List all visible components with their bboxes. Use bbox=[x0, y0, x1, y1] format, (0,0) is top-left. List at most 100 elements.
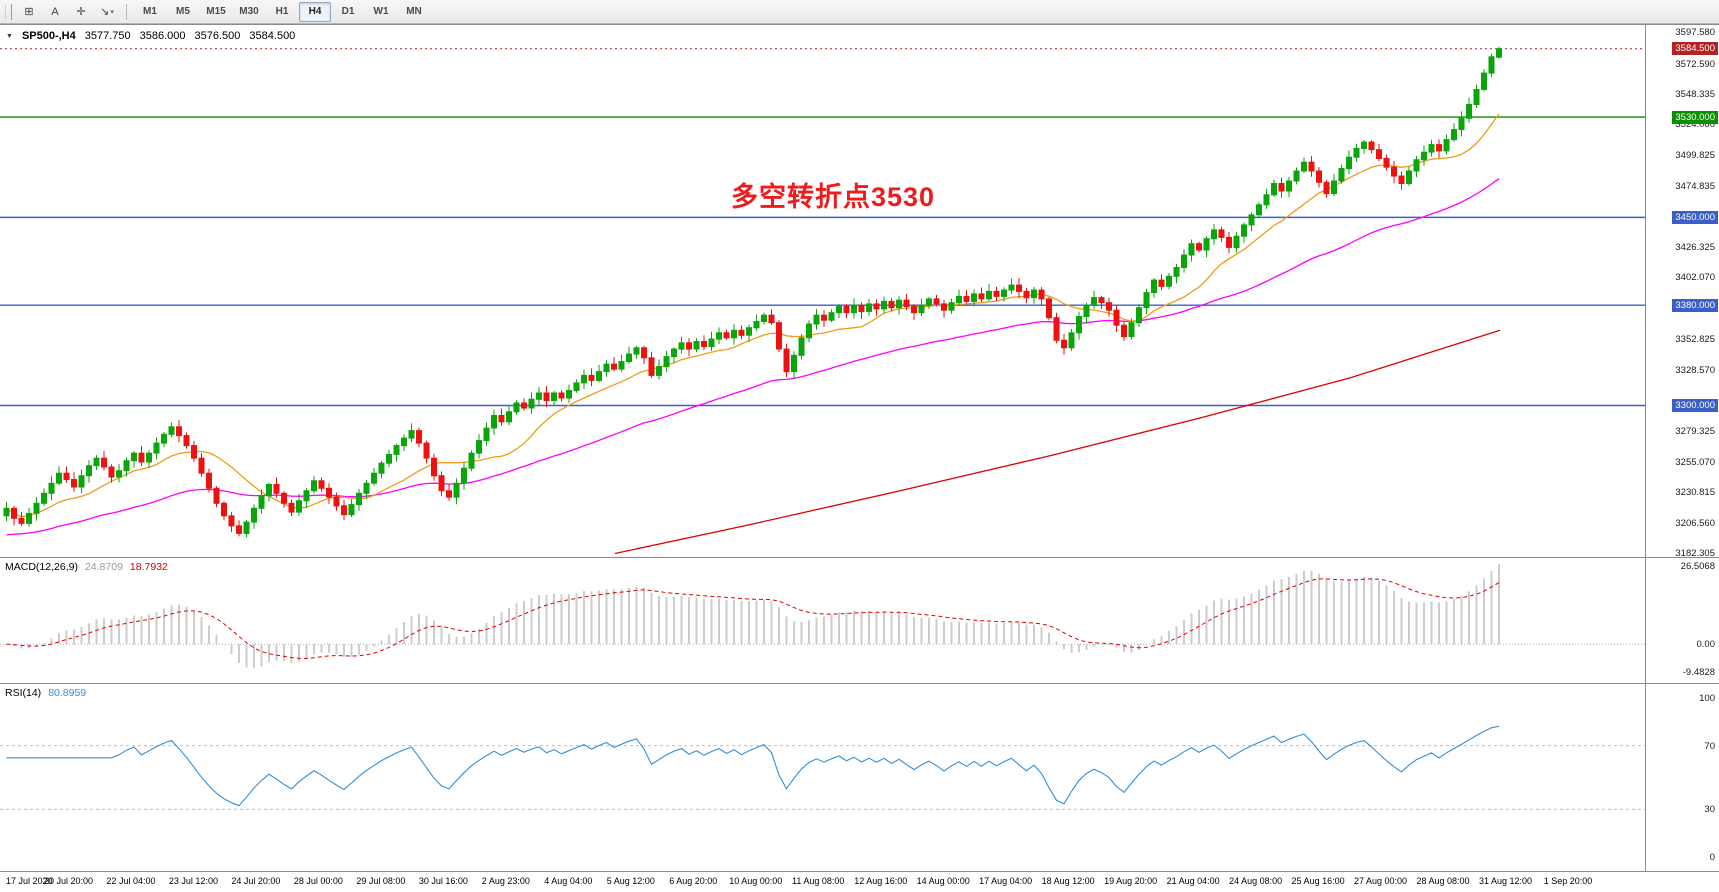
time-axis[interactable]: 17 Jul 2020 20 Jul 20:00 22 Jul 04:00 23 Ju… bbox=[0, 871, 1719, 892]
price-level-box: 3380.000 bbox=[1672, 298, 1718, 312]
time-axis-label: 27 Aug 00:00 bbox=[1354, 876, 1408, 886]
timeframe-button-M1[interactable]: M1 bbox=[143, 6, 157, 17]
macd-name: MACD(12,26,9) bbox=[5, 561, 78, 573]
timeframe-button-M15[interactable]: M15 bbox=[206, 6, 226, 17]
ohlc-open: 3577.750 bbox=[84, 30, 131, 42]
rsi-tick-label: 30 bbox=[1704, 804, 1715, 816]
price-level-box: 3530.000 bbox=[1672, 110, 1718, 124]
time-axis-label: 22 Jul 04:00 bbox=[106, 876, 156, 886]
macd-tick-label: -9.4828 bbox=[1682, 667, 1715, 679]
candles-layer bbox=[3, 46, 1502, 538]
timeframe-strip: M1 M5 M15 M30 H1 H4 D1 W1 MN bbox=[134, 1, 430, 22]
time-axis-label: 2 Aug 23:00 bbox=[481, 876, 530, 886]
price-tick-label: 3572.590 bbox=[1675, 58, 1715, 70]
timeframe-button-M30[interactable]: M30 bbox=[239, 6, 259, 17]
price-tick-label: 3548.335 bbox=[1675, 89, 1715, 101]
timeframe-button-D1[interactable]: D1 bbox=[341, 6, 355, 17]
price-level-box: 3450.000 bbox=[1672, 210, 1718, 224]
medium-ma-line bbox=[6, 178, 1500, 536]
macd-main-value: 24.8709 bbox=[84, 561, 123, 573]
price-tick-label: 3352.825 bbox=[1675, 334, 1715, 346]
time-axis-label: 12 Aug 16:00 bbox=[854, 876, 908, 886]
time-axis-label: 19 Aug 20:00 bbox=[1104, 876, 1158, 886]
toolbar: ⊞ A ✛ ↘ ▾ M1 M5 M15 M30 H1 H4 D1 W1 MN bbox=[0, 0, 1719, 24]
macd-histogram bbox=[5, 564, 1500, 669]
time-axis-label: 24 Aug 08:00 bbox=[1229, 876, 1283, 886]
candlestick-chart[interactable] bbox=[0, 25, 1719, 557]
price-tick-label: 3597.580 bbox=[1675, 27, 1715, 39]
timeframe-button-MN[interactable]: MN bbox=[406, 6, 422, 17]
price-scale-border bbox=[1645, 25, 1646, 557]
rsi-name: RSI(14) bbox=[5, 687, 42, 699]
ohlc-high: 3586.000 bbox=[139, 30, 186, 42]
price-tick-label: 3328.570 bbox=[1675, 364, 1715, 376]
rsi-label: RSI(14) 80.8959 bbox=[5, 687, 86, 699]
rsi-tick-label: 0 bbox=[1709, 852, 1715, 864]
time-axis-label: 6 Aug 20:00 bbox=[669, 876, 718, 886]
draw-tools-dropdown[interactable]: ↘ ▾ bbox=[95, 1, 119, 22]
time-axis-label: 11 Aug 08:00 bbox=[792, 876, 845, 886]
current-price-box: 3584.500 bbox=[1672, 42, 1718, 56]
price-tick-label: 3499.825 bbox=[1675, 149, 1715, 161]
main-chart-panel[interactable]: ▼ SP500-,H4 3577.750 3586.000 3576.500 3… bbox=[0, 24, 1719, 559]
price-tick-label: 3402.070 bbox=[1675, 272, 1715, 284]
rsi-tick-label: 70 bbox=[1704, 740, 1715, 752]
rsi-scale-border bbox=[1645, 684, 1646, 871]
draw-tool-icon: ↘ bbox=[100, 6, 110, 18]
macd-tick-label: 26.5068 bbox=[1680, 561, 1715, 573]
crosshair-tool-icon[interactable]: ✛ bbox=[76, 6, 86, 18]
fast-ma-line bbox=[6, 113, 1500, 518]
time-axis-label: 4 Aug 04:00 bbox=[544, 876, 593, 886]
time-axis-label: 23 Jul 12:00 bbox=[168, 876, 218, 886]
time-axis-label: 24 Jul 20:00 bbox=[231, 876, 281, 886]
price-level-box: 3300.000 bbox=[1672, 399, 1718, 412]
time-axis-label: 18 Aug 12:00 bbox=[1041, 876, 1095, 886]
time-axis-label: 30 Jul 16:00 bbox=[418, 876, 468, 886]
timeframe-button-W1[interactable]: W1 bbox=[373, 6, 389, 17]
chart-annotation-text: 多空转折点3530 bbox=[731, 182, 936, 212]
rsi-value: 80.8959 bbox=[48, 687, 87, 699]
rsi-plot bbox=[0, 725, 1645, 810]
time-axis-label: 17 Jul 2020 bbox=[6, 876, 53, 886]
rsi-panel[interactable]: RSI(14) 80.8959 100 70 30 0 bbox=[0, 683, 1719, 871]
macd-panel[interactable]: MACD(12,26,9) 24.8709 18.7932 26.5068 0.0… bbox=[0, 557, 1719, 683]
text-tool-icon[interactable]: A bbox=[51, 5, 59, 18]
time-axis-label: 31 Aug 12:00 bbox=[1478, 876, 1533, 886]
time-axis-label: 20 Jul 20:00 bbox=[43, 876, 93, 886]
price-tick-label: 3426.325 bbox=[1675, 242, 1715, 254]
macd-plot bbox=[0, 564, 1645, 669]
time-axis-label: 14 Aug 00:00 bbox=[916, 876, 970, 886]
timeframe-button-H1[interactable]: H1 bbox=[275, 6, 289, 17]
price-tick-label: 3230.815 bbox=[1675, 487, 1715, 499]
time-axis-label: 29 Jul 08:00 bbox=[356, 876, 406, 886]
time-axis-label: 17 Aug 04:00 bbox=[979, 876, 1033, 886]
toolbar-separator bbox=[126, 3, 127, 20]
macd-signal-value: 18.7932 bbox=[129, 561, 168, 573]
timeframe-button-H4[interactable]: H4 bbox=[299, 1, 331, 22]
slow-ma-line bbox=[614, 329, 1501, 555]
timeframe-button-M5[interactable]: M5 bbox=[176, 6, 190, 17]
toolbar-drag-handle[interactable] bbox=[5, 3, 12, 20]
symbol-dropdown-icon[interactable]: ▼ bbox=[6, 32, 13, 40]
time-axis-label: 28 Aug 08:00 bbox=[1416, 876, 1470, 886]
time-axis-label: 21 Aug 04:00 bbox=[1166, 876, 1220, 886]
price-tick-label: 3255.070 bbox=[1675, 456, 1715, 468]
symbol-header: ▼ SP500-,H4 3577.750 3586.000 3576.500 3… bbox=[6, 30, 295, 42]
price-tick-label: 3206.560 bbox=[1675, 517, 1715, 529]
ohlc-low: 3576.500 bbox=[194, 30, 241, 42]
price-tick-label: 3474.835 bbox=[1675, 181, 1715, 193]
rsi-tick-label: 100 bbox=[1699, 692, 1715, 704]
time-axis-label: 5 Aug 12:00 bbox=[606, 876, 655, 886]
macd-scale-border bbox=[1645, 558, 1646, 683]
price-tick-label: 3279.325 bbox=[1675, 426, 1715, 438]
time-axis-label: 10 Aug 00:00 bbox=[729, 876, 783, 886]
chevron-down-icon: ▾ bbox=[110, 8, 114, 16]
symbol-name: SP500-,H4 bbox=[21, 30, 76, 42]
chart-grid-tool-icon[interactable]: ⊞ bbox=[24, 6, 34, 18]
time-axis-label: 1 Sep 20:00 bbox=[1543, 876, 1593, 886]
time-axis-label: 28 Jul 00:00 bbox=[293, 876, 343, 886]
time-axis-label: 25 Aug 16:00 bbox=[1291, 876, 1345, 886]
rsi-line bbox=[6, 725, 1500, 807]
macd-signal-line bbox=[6, 578, 1500, 660]
